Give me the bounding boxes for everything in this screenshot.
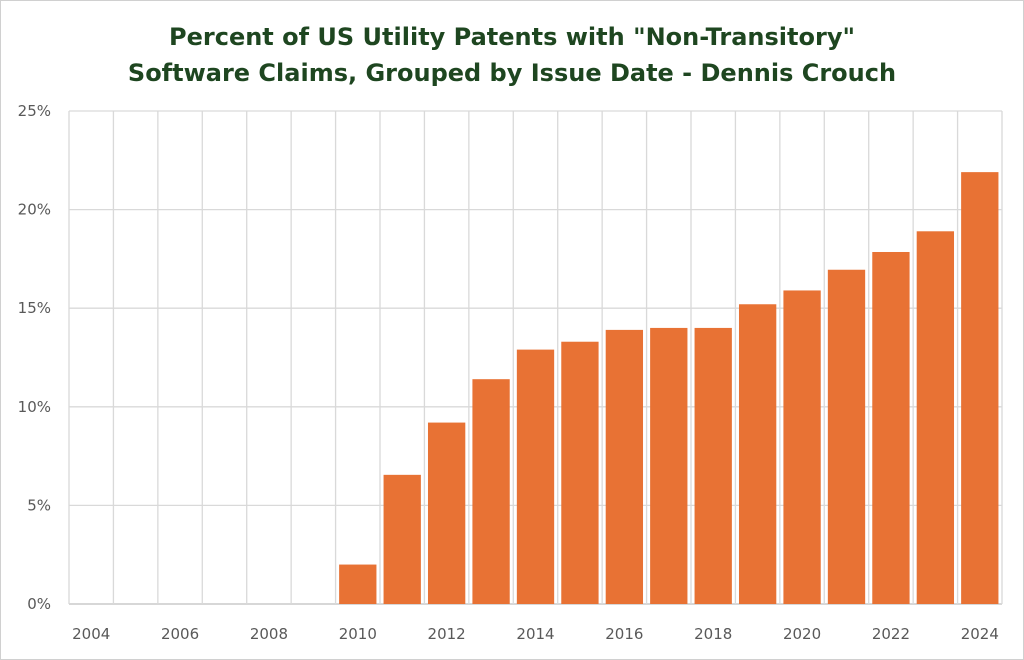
y-tick-label: 10% — [18, 398, 51, 416]
chart-frame: Percent of US Utility Patents with "Non-… — [0, 0, 1024, 660]
bar-chart: 0% 5% 10% 15% 20% 25% 2004 2006 2008 2010 2012 2014… — [1, 1, 1023, 659]
bar-2014 — [517, 350, 554, 604]
y-tick-label: 5% — [27, 496, 51, 514]
bar-2011 — [384, 475, 421, 604]
x-tick-label: 2018 — [694, 625, 732, 643]
bar-2019 — [739, 304, 776, 604]
x-tick-label: 2012 — [428, 625, 466, 643]
bar-2015 — [561, 342, 598, 604]
bar-2013 — [472, 379, 509, 604]
x-tick-label: 2014 — [516, 625, 554, 643]
bar-2022 — [872, 252, 909, 604]
y-tick-label: 15% — [18, 299, 51, 317]
x-tick-label: 2020 — [783, 625, 821, 643]
y-tick-label: 25% — [18, 102, 51, 120]
bar-2016 — [606, 330, 643, 604]
x-tick-label: 2006 — [161, 625, 199, 643]
bar-2017 — [650, 328, 687, 604]
bar-2021 — [828, 270, 865, 604]
x-tick-label: 2010 — [339, 625, 377, 643]
y-tick-label: 20% — [18, 201, 51, 219]
x-tick-label: 2022 — [872, 625, 910, 643]
x-tick-label: 2004 — [72, 625, 110, 643]
bar-2020 — [783, 290, 820, 604]
bar-2018 — [695, 328, 732, 604]
x-tick-label: 2016 — [605, 625, 643, 643]
bar-2024 — [961, 172, 998, 604]
x-tick-label: 2008 — [250, 625, 288, 643]
bar-2010 — [339, 565, 376, 604]
x-tick-label: 2024 — [961, 625, 999, 643]
bar-2012 — [428, 423, 465, 604]
bar-2023 — [917, 231, 954, 604]
y-tick-label: 0% — [27, 595, 51, 613]
